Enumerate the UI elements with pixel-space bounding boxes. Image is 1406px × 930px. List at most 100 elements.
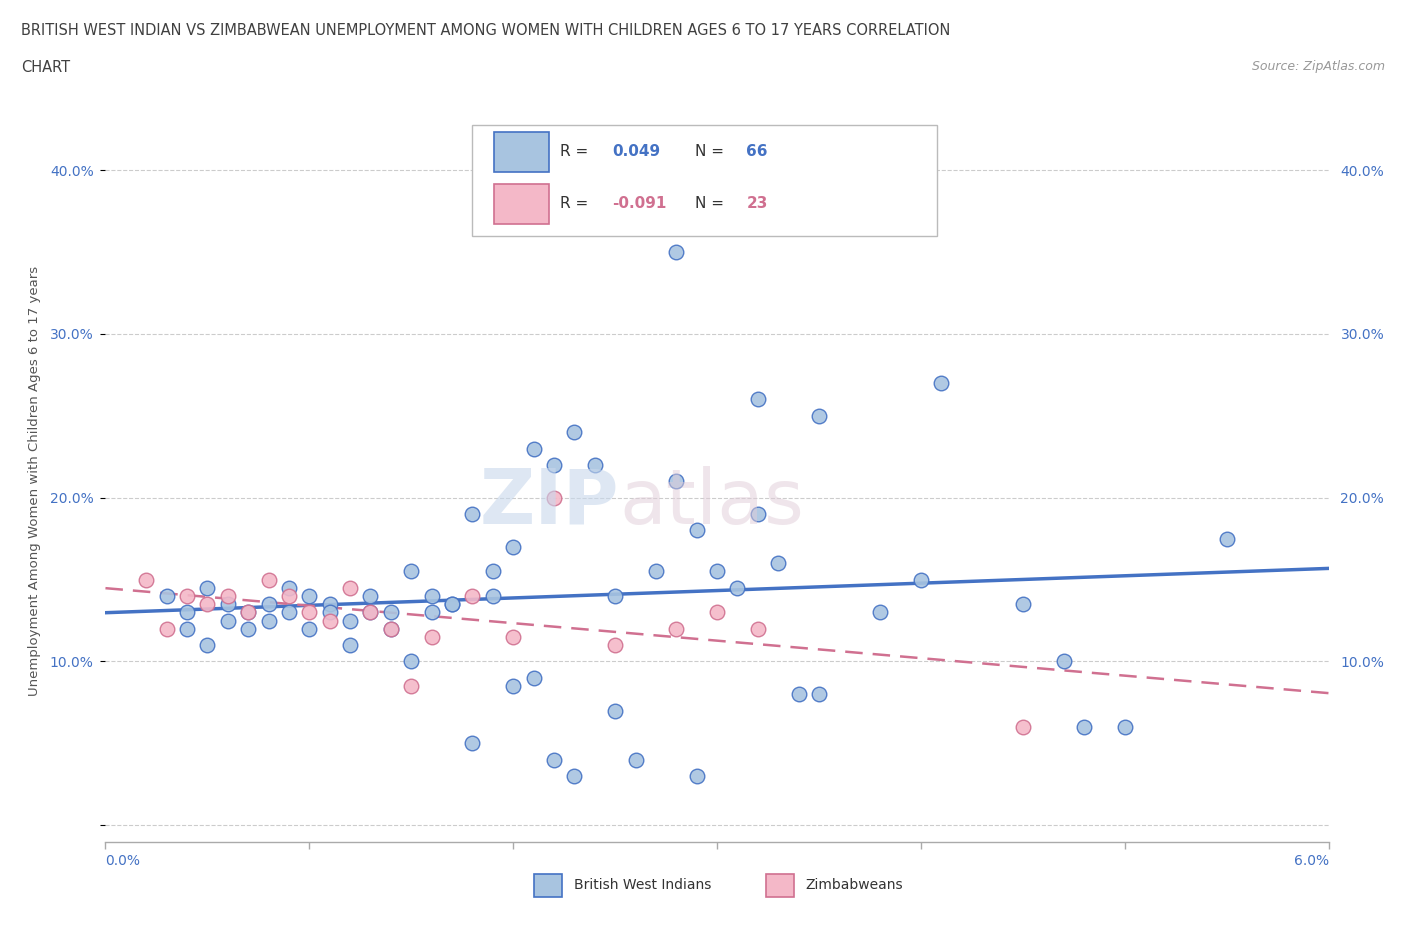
- Bar: [472, 125, 938, 236]
- Point: [543, 458, 565, 472]
- Point: [706, 604, 728, 619]
- Point: [135, 572, 157, 587]
- Point: [339, 613, 361, 628]
- Point: [401, 679, 423, 694]
- Point: [481, 564, 503, 578]
- Y-axis label: Unemployment Among Women with Children Ages 6 to 17 years: Unemployment Among Women with Children A…: [28, 266, 41, 697]
- Point: [155, 621, 177, 636]
- Point: [257, 613, 280, 628]
- Point: [257, 572, 280, 587]
- Point: [665, 621, 688, 636]
- Point: [686, 523, 709, 538]
- Point: [543, 490, 565, 505]
- Text: atlas: atlas: [619, 466, 804, 540]
- Text: ZIP: ZIP: [479, 466, 619, 540]
- Point: [461, 736, 484, 751]
- Point: [401, 564, 423, 578]
- Bar: [495, 184, 550, 223]
- Text: -0.091: -0.091: [612, 196, 666, 211]
- Point: [401, 654, 423, 669]
- Point: [339, 638, 361, 653]
- Point: [605, 589, 627, 604]
- Text: Source: ZipAtlas.com: Source: ZipAtlas.com: [1251, 60, 1385, 73]
- Point: [360, 589, 382, 604]
- Text: R =: R =: [561, 196, 593, 211]
- Bar: [495, 132, 550, 172]
- Point: [420, 630, 443, 644]
- Point: [176, 604, 198, 619]
- Point: [217, 597, 239, 612]
- Point: [644, 564, 666, 578]
- Text: 66: 66: [747, 144, 768, 159]
- Point: [380, 604, 402, 619]
- Point: [318, 604, 342, 619]
- Point: [502, 679, 524, 694]
- Point: [562, 769, 585, 784]
- Point: [176, 621, 198, 636]
- Point: [502, 539, 524, 554]
- Point: [380, 621, 402, 636]
- Point: [787, 686, 810, 701]
- Point: [543, 752, 565, 767]
- Point: [298, 589, 321, 604]
- Text: 6.0%: 6.0%: [1294, 854, 1329, 868]
- Point: [278, 604, 301, 619]
- Point: [931, 376, 953, 391]
- Point: [420, 604, 443, 619]
- Point: [747, 507, 769, 522]
- Point: [461, 507, 484, 522]
- Point: [747, 392, 769, 406]
- Text: N =: N =: [695, 196, 728, 211]
- Point: [624, 752, 647, 767]
- Point: [318, 613, 342, 628]
- Point: [217, 589, 239, 604]
- Point: [420, 589, 443, 604]
- Point: [1052, 654, 1074, 669]
- Point: [725, 580, 748, 595]
- Point: [380, 621, 402, 636]
- Point: [706, 564, 728, 578]
- Point: [217, 613, 239, 628]
- Text: N =: N =: [695, 144, 728, 159]
- Point: [583, 458, 606, 472]
- Point: [278, 580, 301, 595]
- Text: 0.0%: 0.0%: [105, 854, 141, 868]
- Point: [195, 580, 219, 595]
- Point: [869, 604, 891, 619]
- Point: [298, 604, 321, 619]
- Point: [318, 597, 342, 612]
- Point: [236, 604, 259, 619]
- Point: [523, 671, 546, 685]
- Point: [461, 589, 484, 604]
- Text: BRITISH WEST INDIAN VS ZIMBABWEAN UNEMPLOYMENT AMONG WOMEN WITH CHILDREN AGES 6 : BRITISH WEST INDIAN VS ZIMBABWEAN UNEMPL…: [21, 23, 950, 38]
- Point: [278, 589, 301, 604]
- Point: [441, 597, 464, 612]
- Point: [1114, 720, 1136, 735]
- Point: [1215, 531, 1237, 546]
- Point: [298, 621, 321, 636]
- Point: [665, 474, 688, 489]
- Text: 23: 23: [747, 196, 768, 211]
- Point: [441, 597, 464, 612]
- Point: [195, 638, 219, 653]
- Point: [155, 589, 177, 604]
- Text: 0.049: 0.049: [612, 144, 659, 159]
- Text: British West Indians: British West Indians: [574, 878, 711, 893]
- Point: [195, 597, 219, 612]
- Point: [605, 703, 627, 718]
- Point: [665, 245, 688, 259]
- Point: [807, 686, 830, 701]
- Point: [1073, 720, 1095, 735]
- Point: [686, 769, 709, 784]
- Point: [562, 425, 585, 440]
- Point: [236, 621, 259, 636]
- Point: [176, 589, 198, 604]
- Point: [360, 604, 382, 619]
- Point: [910, 572, 932, 587]
- Point: [481, 589, 503, 604]
- Point: [747, 621, 769, 636]
- Point: [236, 604, 259, 619]
- Point: [807, 408, 830, 423]
- Point: [1011, 597, 1033, 612]
- Point: [768, 556, 790, 571]
